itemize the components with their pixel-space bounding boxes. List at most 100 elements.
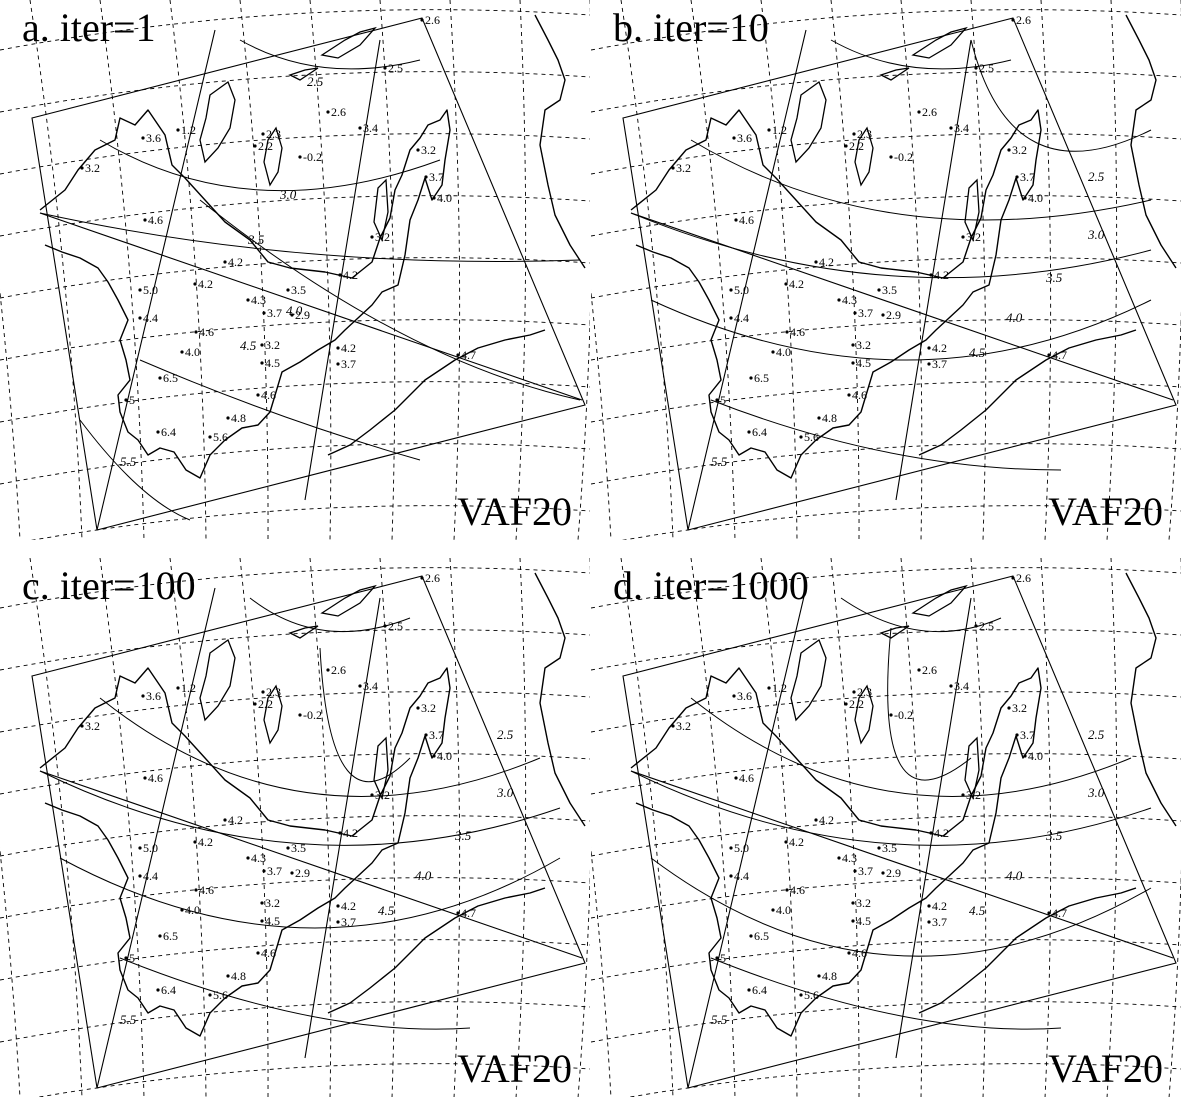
station-value: 3.2 <box>856 896 871 910</box>
station-dot <box>851 901 855 905</box>
station-dot <box>358 126 362 130</box>
station-dot <box>432 196 436 200</box>
isoline <box>319 647 411 783</box>
station-value: 2.6 <box>425 571 440 585</box>
panel-c: 2.5 3.0 3.5 4.0 4.5 5.5 2.6 2.5 3.2 1.2 3.6 2.2 2.3 -… <box>0 558 590 1097</box>
station-dot <box>143 218 147 222</box>
station-value: 6.4 <box>161 983 176 997</box>
parallel-line <box>0 939 590 981</box>
station-value: 4.6 <box>739 771 754 785</box>
isoline-label: 4.5 <box>378 903 395 918</box>
station-dot <box>749 934 753 938</box>
projection-frame <box>31 575 586 1089</box>
station-value: 2.3 <box>266 685 281 699</box>
station-dot <box>290 313 294 317</box>
meridian-line <box>309 558 332 1097</box>
station-dot <box>424 175 428 179</box>
station-dot <box>138 288 142 292</box>
graticule <box>0 558 590 1097</box>
station-dot <box>671 724 675 728</box>
meridian-line <box>577 558 590 1097</box>
station-dot <box>785 330 789 334</box>
station-value: 3.2 <box>1012 701 1027 715</box>
station-dot <box>1047 911 1051 915</box>
stations: 2.6 2.5 3.2 1.2 3.6 2.22.3 -0.2 2.6 3.4 3.2 3.7 4.0… <box>671 13 1067 444</box>
station-value: 2.6 <box>331 105 346 119</box>
meridian-line <box>900 0 923 540</box>
island-long <box>854 684 874 745</box>
isoline <box>139 359 421 461</box>
station-dot <box>262 311 266 315</box>
station-dot <box>286 288 290 292</box>
station-dot <box>837 856 841 860</box>
station-value: 3.2 <box>85 719 100 733</box>
isoline <box>99 697 541 797</box>
station-value: 4.0 <box>1028 191 1043 205</box>
isoline-label: 3.0 <box>1087 227 1105 242</box>
station-dot <box>193 282 197 286</box>
station-value: 3.2 <box>421 143 436 157</box>
station-value: 4.2 <box>341 899 356 913</box>
station-value: 6.5 <box>754 929 769 943</box>
station-dot <box>141 136 145 140</box>
station-value: 6.4 <box>752 425 767 439</box>
stations: 2.6 2.5 3.2 1.2 3.6 2.22.3 -0.2 2.6 3.4 3.2 3.7 4.0… <box>80 571 476 1002</box>
station-value: 4.7 <box>461 348 476 362</box>
islet-chain <box>320 26 377 59</box>
isoline-label: 4.5 <box>969 903 986 918</box>
station-dot <box>156 988 160 992</box>
meridian-line <box>577 0 590 540</box>
map-b: 2.5 3.0 3.5 4.0 4.5 5.5 2.6 2.5 3.2 1.2 3.6 2.22.3 -… <box>591 0 1181 540</box>
parallel-line <box>591 257 1181 299</box>
station-value: 4.2 <box>789 277 804 291</box>
panel-b: 2.5 3.0 3.5 4.0 4.5 5.5 2.6 2.5 3.2 1.2 3.6 2.2 2.3 -… <box>591 0 1181 540</box>
station-value: 2.9 <box>886 866 901 880</box>
parallel-line <box>0 381 590 423</box>
station-value: 3.2 <box>375 788 390 802</box>
station-dot <box>929 273 933 277</box>
station-value: 5.0 <box>143 841 158 855</box>
station-value: 4.5 <box>265 356 280 370</box>
station-dot <box>853 869 857 873</box>
station-dot <box>851 361 855 365</box>
station-dot <box>253 702 257 706</box>
station-value: 6.5 <box>163 929 178 943</box>
station-value: 4.2 <box>343 826 358 840</box>
station-value: 3.2 <box>966 788 981 802</box>
station-dot <box>246 298 250 302</box>
parallel-line <box>591 939 1181 981</box>
isoline-label: 3.5 <box>454 828 472 843</box>
station-dot <box>961 235 965 239</box>
isoline <box>830 39 1012 70</box>
stations: 2.6 2.5 3.2 1.2 3.6 2.22.3 -0.2 2.6 3.4 3.2 3.7 4.0… <box>80 13 476 444</box>
panel-title-c: c. iter=100 <box>22 563 196 608</box>
station-dot <box>358 684 362 688</box>
station-value: 4.8 <box>822 969 837 983</box>
station-dot <box>732 136 736 140</box>
map-d: 2.5 3.0 3.5 4.0 4.5 5.5 2.6 2.5 3.2 1.2 3.6 2.22.3 -… <box>591 558 1181 1097</box>
station-value: 1.2 <box>772 123 787 137</box>
station-dot <box>1015 733 1019 737</box>
station-dot <box>889 155 893 159</box>
station-value: 4.8 <box>231 411 246 425</box>
station-dot <box>208 993 212 997</box>
parallel-line <box>591 443 1181 485</box>
panel-d: 2.5 3.0 3.5 4.0 4.5 5.5 2.6 2.5 3.2 1.2 3.6 2.2 2.3 -… <box>591 558 1181 1097</box>
station-value: 3.7 <box>267 306 282 320</box>
meridian-line <box>515 558 527 1097</box>
isoline-label: 3.5 <box>1045 828 1063 843</box>
isoline-label: 3.0 <box>1087 785 1105 800</box>
station-dot <box>262 869 266 873</box>
station-value: 5.6 <box>213 988 228 1002</box>
station-dot <box>851 919 855 923</box>
station-dot <box>143 776 147 780</box>
station-value: 1.2 <box>181 123 196 137</box>
station-dot <box>747 988 751 992</box>
station-dot <box>1011 18 1015 22</box>
station-value: 4.0 <box>776 345 791 359</box>
station-value: 4.7 <box>1052 348 1067 362</box>
parallel-line <box>0 815 590 857</box>
islet <box>288 625 319 639</box>
coastline <box>630 572 1177 1037</box>
station-dot <box>336 346 340 350</box>
